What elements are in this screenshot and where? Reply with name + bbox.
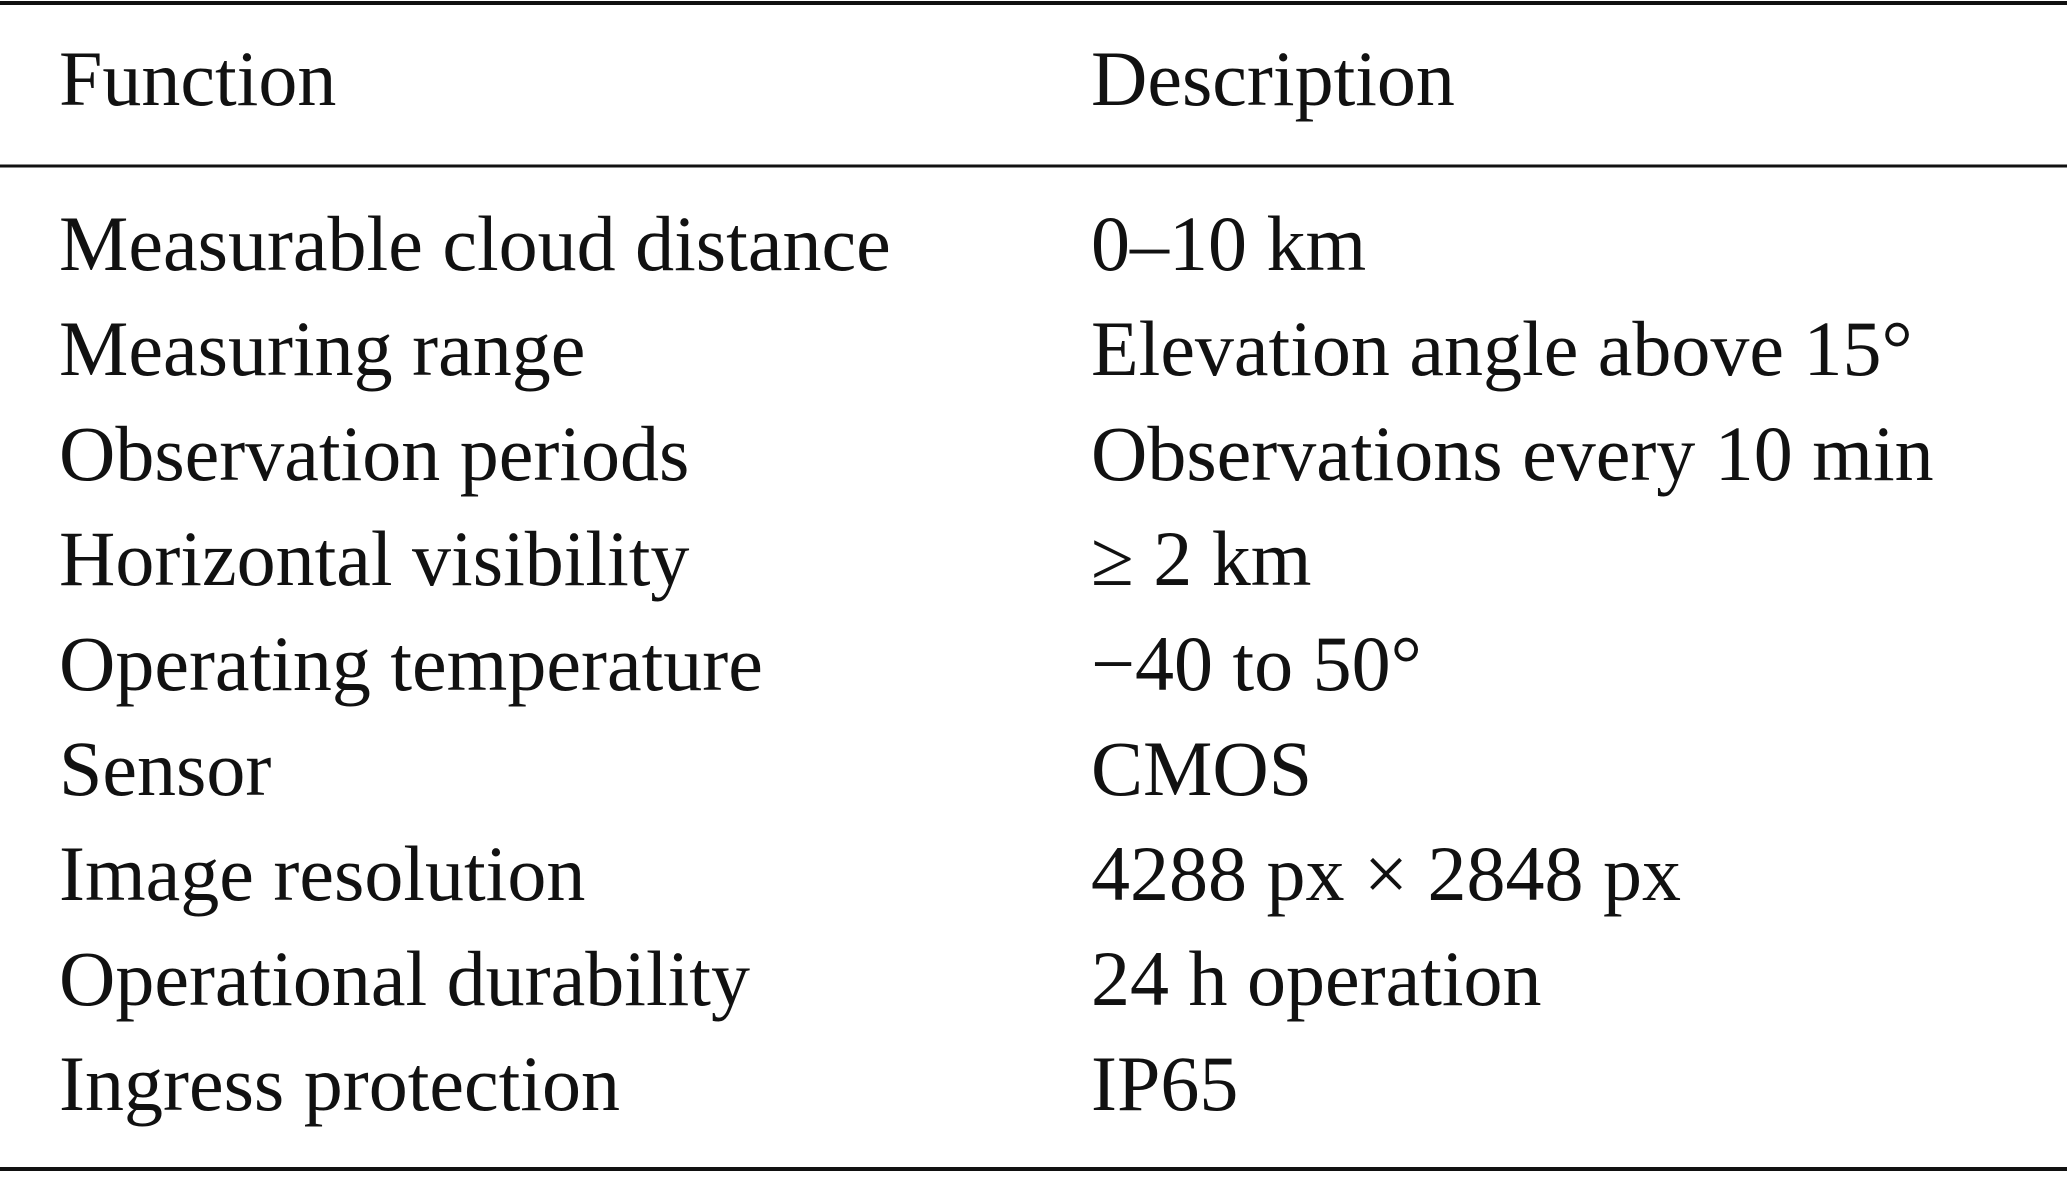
function-cell: Horizontal visibility: [59, 515, 689, 602]
function-cell: Measuring range: [59, 305, 585, 392]
function-cell: Observation periods: [59, 410, 689, 497]
description-cell: 4288 px × 2848 px: [1091, 830, 1681, 917]
function-cell: Image resolution: [59, 830, 585, 917]
function-cell: Measurable cloud distance: [59, 200, 891, 287]
function-cell: Ingress protection: [59, 1040, 620, 1127]
description-cell: IP65: [1091, 1040, 1238, 1127]
function-cell: Operational durability: [59, 935, 750, 1022]
description-cell: CMOS: [1091, 725, 1312, 812]
description-cell: −40 to 50°: [1091, 620, 1422, 707]
description-cell: 24 h operation: [1091, 935, 1542, 1022]
description-cell: ≥ 2 km: [1091, 515, 1311, 602]
function-cell: Sensor: [59, 725, 271, 812]
description-cell: 0–10 km: [1091, 200, 1366, 287]
description-cell: Observations every 10 min: [1091, 410, 1934, 497]
description-cell: Elevation angle above 15°: [1091, 305, 1913, 392]
header-cell: Function: [59, 35, 336, 122]
function-cell: Operating temperature: [59, 620, 763, 707]
header-cell: Description: [1091, 35, 1455, 122]
